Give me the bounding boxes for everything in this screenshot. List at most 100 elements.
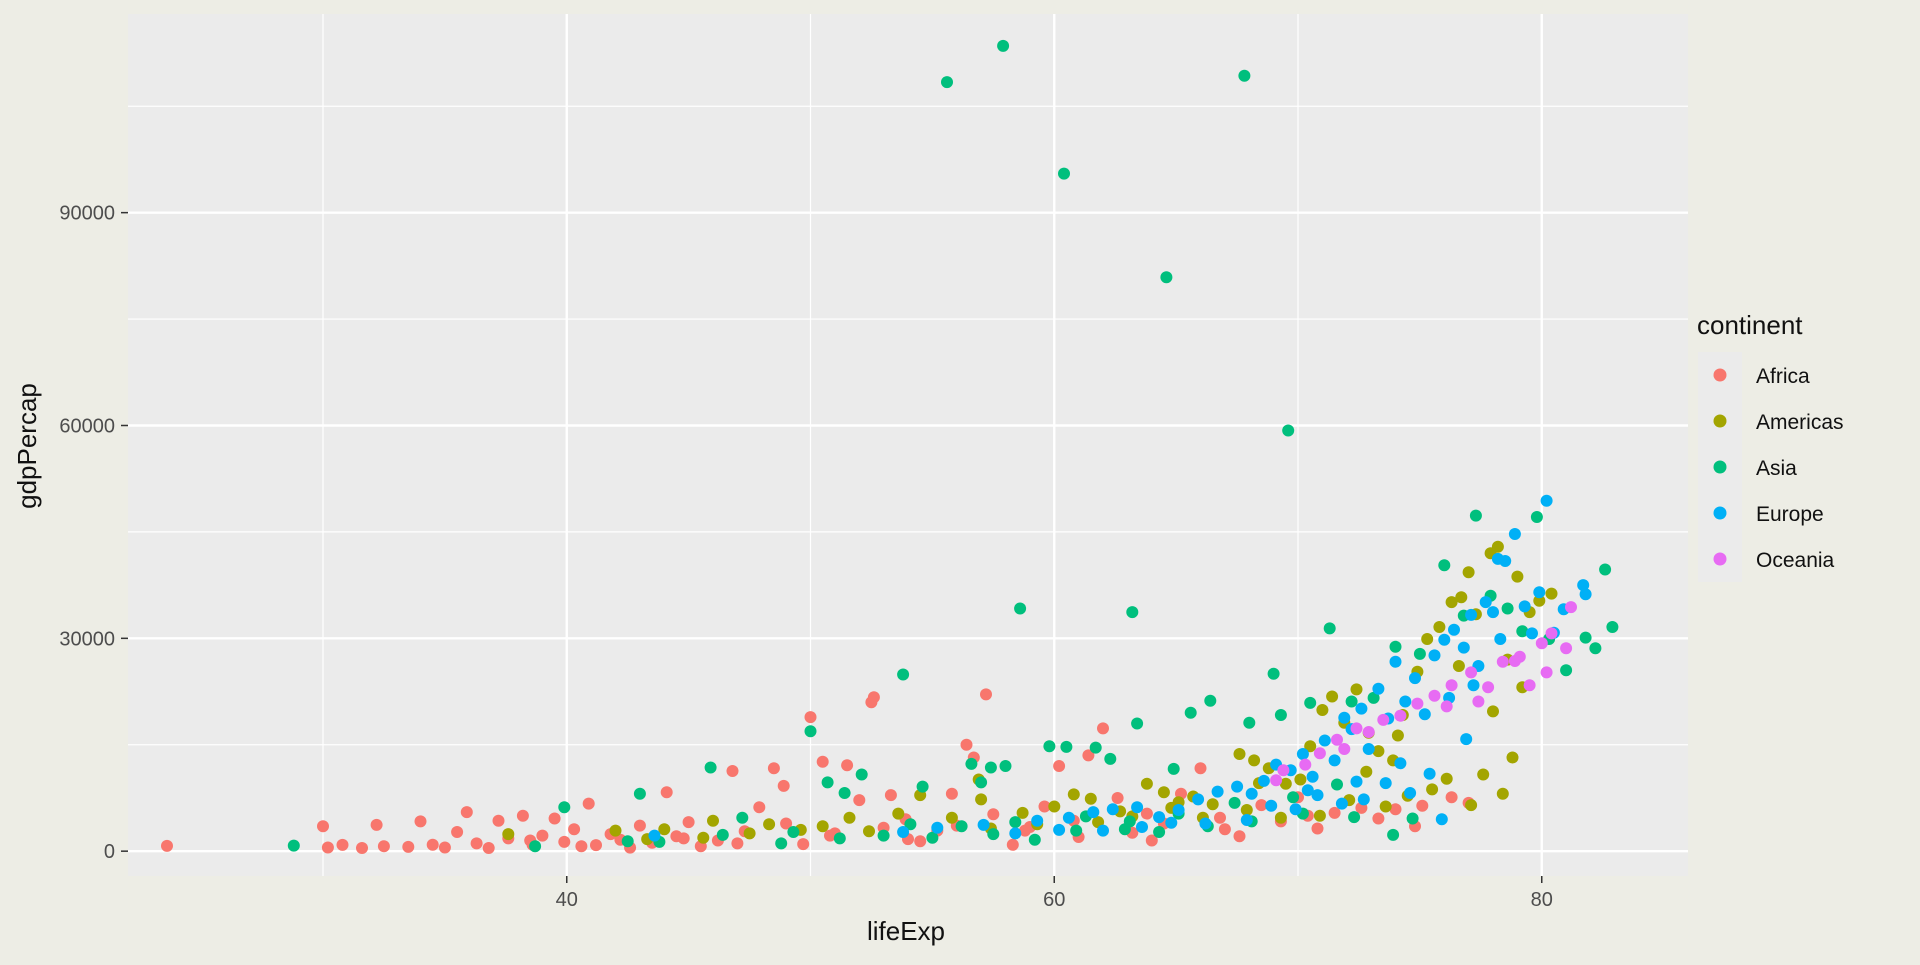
point-oceania: [1565, 601, 1577, 614]
point-africa: [492, 814, 505, 827]
point-europe: [1362, 743, 1375, 755]
point-asia: [1287, 791, 1300, 804]
point-africa: [402, 840, 415, 853]
point-europe: [1097, 824, 1109, 837]
point-asia: [287, 839, 300, 852]
point-europe: [1165, 816, 1178, 829]
point-oceania: [1313, 747, 1326, 760]
point-asia: [1599, 563, 1612, 576]
point-africa: [753, 801, 766, 814]
point-africa: [677, 832, 690, 845]
point-asia: [1184, 706, 1197, 719]
point-asia: [1160, 271, 1173, 284]
point-africa: [824, 829, 836, 842]
point-europe: [1428, 649, 1441, 662]
data-points: [161, 39, 1619, 854]
point-asia: [1389, 640, 1402, 653]
point-asia: [1028, 833, 1041, 846]
point-americas: [697, 831, 710, 844]
point-africa: [575, 840, 588, 853]
point-asia: [1331, 778, 1343, 791]
point-oceania: [1545, 627, 1558, 640]
point-africa: [1006, 838, 1019, 851]
point-asia: [1530, 511, 1543, 523]
x-axis-title: lifeExp: [867, 916, 945, 946]
point-africa: [1140, 807, 1153, 820]
point-americas: [1016, 806, 1029, 819]
point-europe: [1131, 801, 1144, 814]
point-asia: [1131, 717, 1144, 730]
point-asia: [1058, 167, 1070, 180]
point-asia: [1167, 762, 1180, 775]
point-oceania: [1331, 733, 1343, 746]
legend-label-europe: Europe: [1756, 503, 1824, 526]
point-oceania: [1277, 764, 1290, 777]
point-americas: [1391, 729, 1404, 742]
legend-key-europe: [1713, 506, 1727, 520]
point-europe: [1245, 787, 1258, 800]
panel-background: [128, 14, 1688, 876]
point-americas: [1360, 765, 1373, 778]
point-europe: [1355, 702, 1368, 715]
point-americas: [1491, 540, 1504, 553]
point-americas: [1048, 800, 1061, 813]
point-europe: [1579, 588, 1592, 601]
point-oceania: [1472, 695, 1485, 708]
point-oceania: [1440, 700, 1453, 713]
point-europe: [1372, 682, 1385, 695]
point-asia: [1123, 815, 1136, 828]
point-europe: [1062, 811, 1075, 824]
point-europe: [1508, 528, 1521, 540]
point-asia: [1501, 602, 1514, 615]
point-europe: [1479, 596, 1492, 609]
point-americas: [1465, 799, 1478, 812]
point-asia: [1014, 602, 1027, 615]
point-europe: [1053, 823, 1066, 836]
point-americas: [1326, 690, 1339, 703]
point-africa: [451, 826, 464, 838]
point-africa: [438, 841, 451, 854]
point-africa: [336, 838, 349, 851]
point-americas: [975, 793, 988, 806]
point-americas: [1350, 683, 1363, 696]
point-asia: [1345, 695, 1358, 708]
point-asia: [1413, 647, 1426, 660]
point-europe: [1448, 623, 1460, 636]
point-africa: [1255, 799, 1268, 812]
point-africa: [987, 808, 1000, 821]
point-europe: [1311, 789, 1324, 802]
point-asia: [1153, 826, 1166, 838]
point-africa: [470, 837, 483, 850]
point-oceania: [1523, 679, 1536, 692]
point-americas: [1240, 804, 1253, 816]
point-europe: [1379, 777, 1392, 790]
point-asia: [633, 787, 646, 800]
point-americas: [1316, 704, 1329, 716]
point-africa: [945, 787, 958, 800]
point-americas: [1455, 591, 1468, 604]
point-africa: [558, 835, 571, 848]
point-asia: [1204, 694, 1217, 707]
point-europe: [931, 821, 944, 834]
point-asia: [916, 780, 929, 793]
point-africa: [426, 838, 439, 851]
point-europe: [1518, 600, 1531, 613]
point-africa: [582, 797, 595, 810]
point-americas: [1440, 772, 1453, 785]
point-americas: [892, 807, 905, 820]
point-asia: [1323, 622, 1336, 635]
point-africa: [660, 786, 673, 799]
point-americas: [1304, 740, 1317, 753]
point-asia: [1238, 69, 1251, 82]
point-europe: [1199, 817, 1212, 830]
point-americas: [1426, 783, 1439, 796]
point-africa: [1311, 822, 1324, 835]
point-africa: [1389, 803, 1402, 816]
point-europe: [1257, 774, 1270, 787]
point-oceania: [1496, 655, 1509, 668]
point-asia: [1126, 606, 1139, 619]
point-africa: [377, 840, 390, 853]
point-americas: [1477, 768, 1490, 781]
